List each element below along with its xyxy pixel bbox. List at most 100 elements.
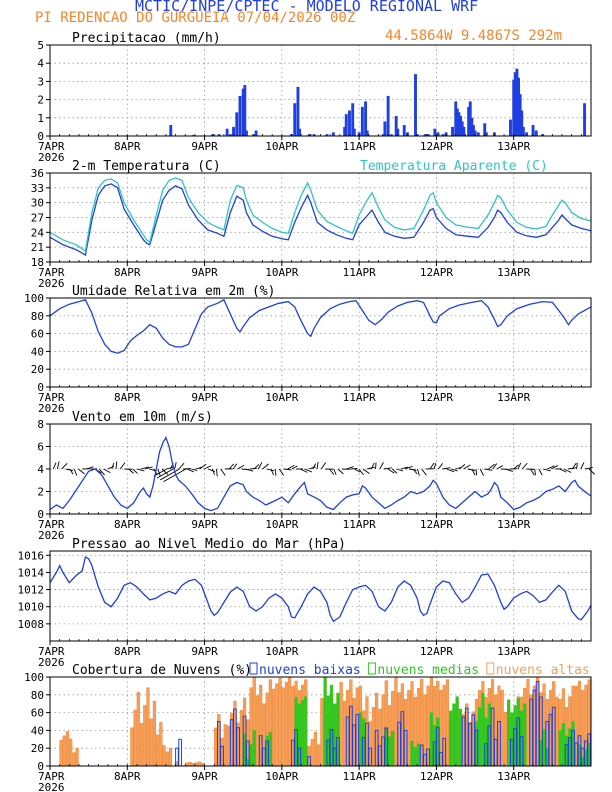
- wind-arrow: [358, 468, 364, 476]
- x-tick-label: 8APR: [114, 140, 141, 153]
- y-tick-label: 0: [37, 760, 44, 773]
- wind-arrow: [467, 468, 476, 472]
- cloud-bar-mid: [323, 676, 327, 767]
- x-tick-label: 9APR: [191, 140, 218, 153]
- cloud-bar-high: [288, 676, 292, 767]
- cloud-bar-high: [149, 718, 153, 767]
- y-tick-label: 1008: [18, 618, 45, 631]
- precip-bar: [386, 95, 390, 136]
- cloud-bar-high: [278, 678, 282, 767]
- wind-arrow: [161, 468, 169, 475]
- wind-arrow: [141, 466, 149, 470]
- series-line: [49, 298, 592, 354]
- cloud-bar-high: [503, 711, 507, 767]
- y-tick-label: 20: [31, 742, 44, 755]
- wind-arrow: [505, 468, 514, 472]
- legend-swatch: [486, 662, 495, 675]
- x-tick-label: 7APR: [38, 645, 65, 658]
- cloud-bar-mid: [300, 699, 305, 767]
- wind-arrow: [103, 468, 111, 473]
- cloud-bar-high: [159, 722, 163, 767]
- y-tick-label: 36: [31, 167, 44, 180]
- cloud-bar-high: [371, 707, 375, 767]
- panel-title: Cobertura de Nuvens (%): [72, 663, 252, 678]
- y-tick-label: 27: [31, 212, 44, 225]
- precip-bar: [254, 130, 258, 136]
- wind-arrow: [534, 468, 536, 476]
- cloud-bar-high: [310, 739, 314, 767]
- wind-arrow: [429, 462, 435, 470]
- wind-arrow: [86, 466, 94, 470]
- precip-bar: [293, 103, 297, 136]
- cloud-bar-high: [284, 682, 289, 767]
- wind-arrow: [383, 467, 392, 470]
- wind-arrow: [216, 468, 218, 477]
- precip-bar: [225, 128, 229, 136]
- x-tick-label: 12APR: [420, 518, 453, 531]
- precip-bar: [426, 134, 430, 136]
- wind-arrow: [538, 468, 543, 476]
- wind-arrow: [174, 462, 177, 470]
- precip-bar: [331, 132, 335, 136]
- y-tick-label: 5: [37, 39, 44, 52]
- precip-bar: [383, 121, 387, 136]
- wind-arrow: [492, 463, 498, 470]
- wind-arrow: [333, 468, 337, 475]
- x-tick-label: 8APR: [114, 391, 141, 404]
- precip-bar: [531, 125, 535, 136]
- x-tick-label: 9APR: [191, 518, 218, 531]
- wind-arrow: [207, 468, 215, 472]
- y-tick-label: 1016: [18, 549, 45, 562]
- x-tick-label: 11APR: [343, 391, 376, 404]
- legend-swatch: [367, 662, 376, 675]
- y-tick-label: 24: [31, 226, 45, 239]
- cloud-bar-high: [62, 735, 66, 767]
- x-tick-label: 10APR: [265, 140, 298, 153]
- wind-arrow: [370, 462, 375, 470]
- y-tick-label: 1: [37, 112, 44, 125]
- y-tick-label: 21: [31, 241, 44, 254]
- wind-arrow: [496, 465, 503, 470]
- x-tick-label: 7APR: [38, 391, 65, 404]
- precip-bar: [312, 134, 316, 136]
- cloud-bar-high: [214, 727, 218, 767]
- wind-arrow: [530, 468, 535, 476]
- wind-arrow: [220, 468, 226, 476]
- precip-bar: [451, 126, 454, 136]
- cloud-bar-high: [320, 698, 324, 767]
- cloud-bar-mid: [478, 707, 482, 767]
- precip-bar: [394, 115, 398, 136]
- wind-arrow: [157, 468, 161, 477]
- x-tick-label: 7APR: [38, 266, 65, 279]
- wind-arrow: [580, 462, 585, 470]
- x-tick-label: 11APR: [343, 770, 376, 783]
- x-tick-label: 13APR: [497, 645, 530, 658]
- x-tick-label: 8APR: [114, 518, 141, 531]
- y-tick-label: 2: [37, 486, 44, 499]
- cloud-bar-high: [255, 695, 260, 767]
- cloud-bar-high: [197, 761, 202, 767]
- wind-arrow: [588, 468, 596, 475]
- cloud-bar-high: [69, 738, 73, 767]
- precip-bar: [534, 130, 538, 136]
- cloud-bar-high: [156, 734, 160, 767]
- wind-arrow: [559, 468, 567, 473]
- precip-bar: [351, 103, 355, 136]
- wind-arrow: [446, 468, 455, 473]
- y-tick-label: 20: [31, 363, 44, 376]
- wind-arrow: [153, 468, 167, 477]
- x-tick-label: 11APR: [343, 645, 376, 658]
- precip-bar: [169, 125, 173, 136]
- panel-title: 2-m Temperatura (C): [72, 159, 221, 174]
- precip-bar: [381, 134, 385, 136]
- wind-arrow: [257, 462, 263, 470]
- precip-bar: [414, 74, 417, 136]
- precip-bar: [235, 112, 239, 136]
- cloud-bar-mid: [268, 731, 272, 767]
- cloud-bar-mid: [458, 708, 462, 767]
- wind-arrow: [111, 462, 115, 470]
- wind-arrow: [56, 461, 60, 470]
- panel-title: Umidade Relativa em 2m (%): [72, 284, 276, 299]
- wind-arrow: [563, 468, 572, 473]
